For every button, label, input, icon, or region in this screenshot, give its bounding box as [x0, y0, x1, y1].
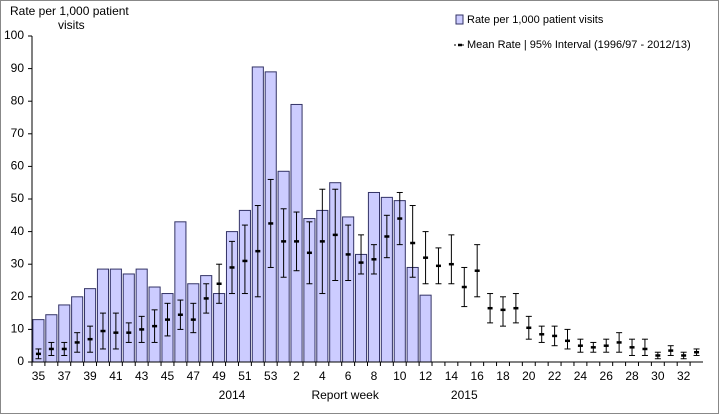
y-tick-label: 10 [11, 322, 25, 336]
x-tick-label: 26 [600, 369, 614, 383]
y-tick-label: 100 [4, 28, 24, 42]
x-tick-label: 43 [135, 369, 149, 383]
y-tick-label: 80 [11, 93, 25, 107]
y-tick-label: 60 [11, 159, 25, 173]
x-tick-label: 18 [496, 369, 510, 383]
y-tick-label: 70 [11, 126, 25, 140]
x-tick-label: 47 [187, 369, 201, 383]
x-tick-label: 6 [345, 369, 352, 383]
bar [406, 266, 419, 363]
x-tick-label: 22 [548, 369, 562, 383]
x-tick-label: 14 [445, 369, 459, 383]
x-tick-label: 28 [625, 369, 639, 383]
legend-label: Rate per 1,000 patient visits [467, 14, 604, 26]
bar [122, 273, 135, 363]
y-tick-label: 40 [11, 224, 25, 238]
x-tick-label: 51 [238, 369, 252, 383]
x-tick-label: 37 [58, 369, 72, 383]
legend-swatch [455, 14, 464, 25]
x-tick-label: 35 [32, 369, 46, 383]
x-tick-label: 4 [319, 369, 326, 383]
x-axis-title: Report week [311, 388, 379, 402]
x-tick-label: 10 [393, 369, 407, 383]
y-tick-label: 30 [11, 256, 25, 270]
x-tick-label: 32 [677, 369, 691, 383]
x-tick-label: 12 [419, 369, 433, 383]
y-axis-title: visits [58, 18, 85, 32]
x-tick-label: 20 [522, 369, 536, 383]
x-tick-label: 8 [371, 369, 378, 383]
x-tick-label: 24 [574, 369, 588, 383]
x-tick-label: 30 [651, 369, 665, 383]
x-tick-label: 39 [83, 369, 97, 383]
bar [135, 268, 148, 363]
x-tick-label: 2 [293, 369, 300, 383]
year-label: 2015 [451, 388, 478, 402]
bar [367, 191, 381, 363]
x-tick-label: 16 [471, 369, 485, 383]
y-axis-title: Rate per 1,000 patient [10, 4, 129, 18]
bar [419, 294, 432, 363]
y-tick-label: 0 [17, 354, 24, 368]
x-tick-label: 45 [161, 369, 175, 383]
x-tick-label: 49 [212, 369, 226, 383]
x-tick-label: 41 [109, 369, 123, 383]
legend-label: Mean Rate | 95% Interval (1996/97 - 2012… [467, 39, 691, 51]
year-label: 2014 [219, 388, 246, 402]
x-tick-label: 53 [264, 369, 278, 383]
bar [174, 221, 187, 363]
y-tick-label: 50 [11, 191, 25, 205]
y-tick-label: 20 [11, 289, 25, 303]
y-tick-label: 90 [11, 61, 25, 75]
